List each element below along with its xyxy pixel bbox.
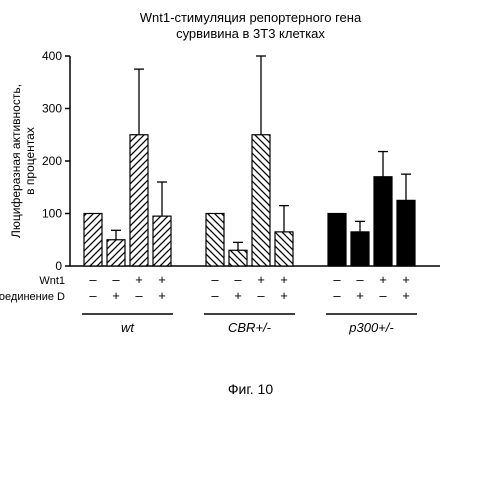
figure-caption: Фиг. 10 — [0, 381, 501, 397]
svg-text:Соединение D: Соединение D — [0, 291, 65, 303]
svg-text:+: + — [280, 288, 288, 303]
svg-text:–: – — [333, 272, 341, 287]
svg-text:Люциферазная активность,в проц: Люциферазная активность,в процентах — [9, 84, 37, 238]
svg-text:+: + — [379, 272, 387, 287]
title-line-2: сурвивина в 3T3 клетках — [0, 26, 501, 42]
svg-text:+: + — [402, 272, 410, 287]
svg-text:+: + — [135, 272, 143, 287]
svg-text:–: – — [356, 272, 364, 287]
svg-text:+: + — [402, 288, 410, 303]
svg-text:0: 0 — [55, 259, 62, 273]
svg-text:+: + — [356, 288, 364, 303]
svg-text:+: + — [158, 272, 166, 287]
svg-text:+: + — [257, 272, 265, 287]
svg-text:100: 100 — [42, 207, 62, 221]
svg-text:+: + — [158, 288, 166, 303]
title-line-1: Wnt1-стимуляция репортерного гена — [0, 10, 501, 26]
svg-text:+: + — [112, 288, 120, 303]
svg-text:+: + — [234, 288, 242, 303]
svg-text:–: – — [234, 272, 242, 287]
svg-text:–: – — [89, 288, 97, 303]
svg-text:wt: wt — [121, 320, 135, 335]
svg-text:–: – — [257, 288, 265, 303]
svg-text:–: – — [89, 272, 97, 287]
bar-chart: 0 100 200 300 400 Люциферазная активность,в п… — [0, 41, 460, 371]
chart-title: Wnt1-стимуляция репортерного гена сурвив… — [0, 0, 501, 41]
svg-text:400: 400 — [42, 49, 62, 63]
svg-text:300: 300 — [42, 102, 62, 116]
svg-text:–: – — [379, 288, 387, 303]
svg-text:–: – — [135, 288, 143, 303]
svg-text:–: – — [211, 272, 219, 287]
svg-text:–: – — [112, 272, 120, 287]
svg-text:Wnt1: Wnt1 — [39, 275, 65, 287]
chart-area: 0 100 200 300 400 Люциферазная активность,в п… — [0, 41, 501, 371]
svg-text:200: 200 — [42, 154, 62, 168]
svg-text:+: + — [280, 272, 288, 287]
svg-text:–: – — [333, 288, 341, 303]
svg-text:p300+/-: p300+/- — [348, 320, 394, 335]
svg-text:–: – — [211, 288, 219, 303]
svg-text:CBR+/-: CBR+/- — [228, 320, 272, 335]
